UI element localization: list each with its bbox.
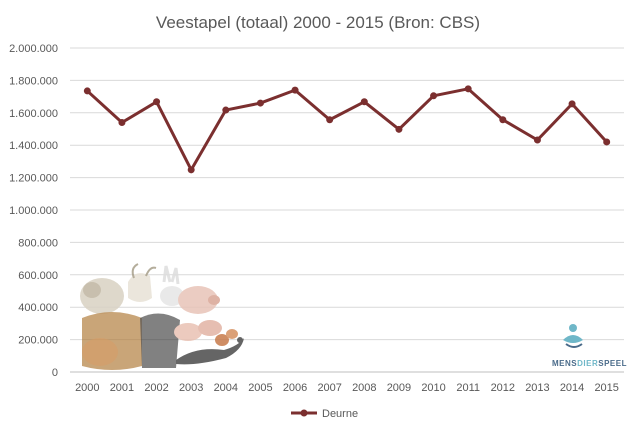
y-tick-label: 600.000 [18, 270, 58, 282]
x-tick-label: 2008 [352, 382, 376, 394]
x-tick-label: 2013 [525, 382, 549, 394]
y-tick-label: 1.600.000 [9, 108, 58, 120]
y-tick-label: 400.000 [18, 302, 58, 314]
y-tick-label: 1.400.000 [9, 140, 58, 152]
data-point [222, 106, 230, 114]
y-axis-tick-labels: 0 200.000 400.000 600.000 800.000 1.000.000 1.… [9, 43, 58, 379]
series-line [86, 87, 608, 172]
farm-animals-image [80, 263, 244, 370]
svg-text:MENSDIERSPEEL: MENSDIERSPEEL [552, 359, 627, 368]
data-point [603, 138, 611, 146]
y-tick-label: 1.200.000 [9, 173, 58, 185]
data-point [464, 85, 472, 93]
data-point [118, 119, 126, 127]
x-tick-label: 2000 [75, 382, 99, 394]
x-tick-label: 2015 [594, 382, 618, 394]
legend: Deurne [291, 408, 358, 420]
mensdierspeel-logo: MENSDIERSPEEL [552, 324, 627, 368]
x-tick-label: 2014 [560, 382, 584, 394]
y-tick-label: 1.000.000 [9, 205, 58, 217]
logo-text-mens: MENS [552, 359, 577, 368]
x-tick-label: 2005 [248, 382, 272, 394]
legend-swatch-marker [300, 409, 308, 417]
data-point [83, 87, 91, 95]
x-tick-label: 2002 [144, 382, 168, 394]
logo-text-speel: SPEEL [598, 359, 627, 368]
y-tick-label: 2.000.000 [9, 43, 58, 55]
data-point [326, 116, 334, 124]
data-point [499, 116, 507, 124]
x-tick-label: 2009 [387, 382, 411, 394]
x-axis-tick-labels: 2000 2001 2002 2003 2004 2005 2006 2007 2008 2009… [75, 382, 619, 394]
data-point [291, 86, 299, 94]
x-tick-label: 2011 [456, 382, 480, 394]
y-tick-label: 1.800.000 [9, 75, 58, 87]
data-point [187, 166, 195, 174]
y-tick-label: 0 [52, 367, 58, 379]
x-tick-label: 2007 [317, 382, 341, 394]
data-point [395, 125, 403, 133]
x-tick-label: 2004 [214, 382, 238, 394]
x-tick-label: 2010 [421, 382, 445, 394]
data-point [360, 98, 368, 106]
series-group [83, 85, 611, 174]
legend-label: Deurne [322, 408, 358, 420]
logo-text-dier: DIER [577, 359, 598, 368]
chart-title: Veestapel (totaal) 2000 - 2015 (Bron: CB… [156, 13, 480, 32]
data-point [533, 136, 541, 144]
data-point [256, 99, 264, 107]
data-point [430, 92, 438, 100]
y-tick-label: 800.000 [18, 237, 58, 249]
x-tick-label: 2012 [491, 382, 515, 394]
x-tick-label: 2003 [179, 382, 203, 394]
data-point [153, 98, 161, 106]
x-tick-label: 2001 [110, 382, 134, 394]
x-tick-label: 2006 [283, 382, 307, 394]
data-point [568, 100, 576, 108]
y-tick-label: 200.000 [18, 335, 58, 347]
